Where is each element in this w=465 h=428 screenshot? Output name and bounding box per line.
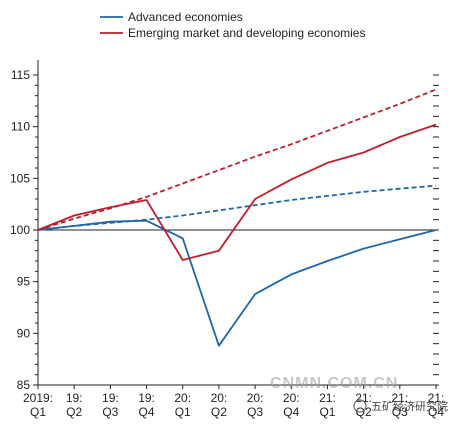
x-tick-label-quarter: Q2	[356, 405, 372, 419]
x-tick-label-quarter: Q3	[102, 405, 118, 419]
x-tick-label-quarter: Q4	[428, 405, 444, 419]
y-tick-label: 85	[17, 378, 31, 392]
x-tick-label-quarter: Q1	[30, 405, 46, 419]
y-tick-label: 105	[10, 171, 30, 185]
legend-label: Advanced economies	[128, 10, 243, 24]
wechat-icon	[353, 399, 367, 413]
y-tick-label: 100	[10, 223, 30, 237]
legend: Advanced economies Emerging market and de…	[100, 10, 365, 40]
x-tick-label-quarter: Q2	[211, 405, 227, 419]
x-tick-label-year: 21:	[391, 391, 408, 405]
series-line-0	[37, 219, 437, 347]
x-tick-label-quarter: Q4	[139, 405, 155, 419]
x-tick-label-year: 20:	[174, 391, 191, 405]
watermark-badge: 五矿经济研究院	[353, 399, 448, 413]
watermark-badge-text: 五矿经济研究院	[371, 399, 448, 413]
x-tick-label-year: 20:	[211, 391, 228, 405]
y-tick-label: 115	[11, 68, 30, 82]
x-tick-label-year: 21:	[319, 391, 336, 405]
x-tick-label-quarter: Q2	[66, 405, 82, 419]
x-tick-label-year: 19:	[66, 391, 83, 405]
dashed-series-line-2	[37, 88, 437, 231]
watermark-text: CNMN.COM.CN	[270, 375, 398, 392]
x-tick-label-quarter: Q1	[175, 405, 191, 419]
x-tick-label-quarter: Q1	[319, 405, 335, 419]
x-tick-label-quarter: Q3	[392, 405, 408, 419]
y-tick-label: 95	[17, 275, 31, 289]
x-tick-label-year: 2019:	[23, 391, 53, 405]
x-tick-label-quarter: Q3	[247, 405, 263, 419]
y-tick-label: 90	[17, 326, 31, 340]
x-tick-label-year: 21:	[428, 391, 445, 405]
dashed-series-line-3	[37, 184, 437, 231]
x-tick-label-year: 20:	[247, 391, 264, 405]
series-layer	[37, 88, 437, 347]
x-tick-label-year: 19:	[138, 391, 155, 405]
x-tick-label-year: 19:	[102, 391, 119, 405]
x-tick-label-year: 21:	[355, 391, 372, 405]
y-axis: 85 90 95 100 105 110 115	[10, 60, 439, 392]
x-axis: 2019:Q119:Q219:Q319:Q420:Q120:Q220:Q320:…	[23, 384, 445, 419]
y-tick-label: 110	[11, 120, 30, 134]
x-tick-label-quarter: Q4	[283, 405, 299, 419]
legend-label: Emerging market and developing economies	[128, 26, 365, 40]
watermark: CNMN.COM.CN 五矿经济研究院	[270, 375, 448, 413]
series-line-1	[37, 123, 437, 261]
x-tick-label-year: 20:	[283, 391, 300, 405]
